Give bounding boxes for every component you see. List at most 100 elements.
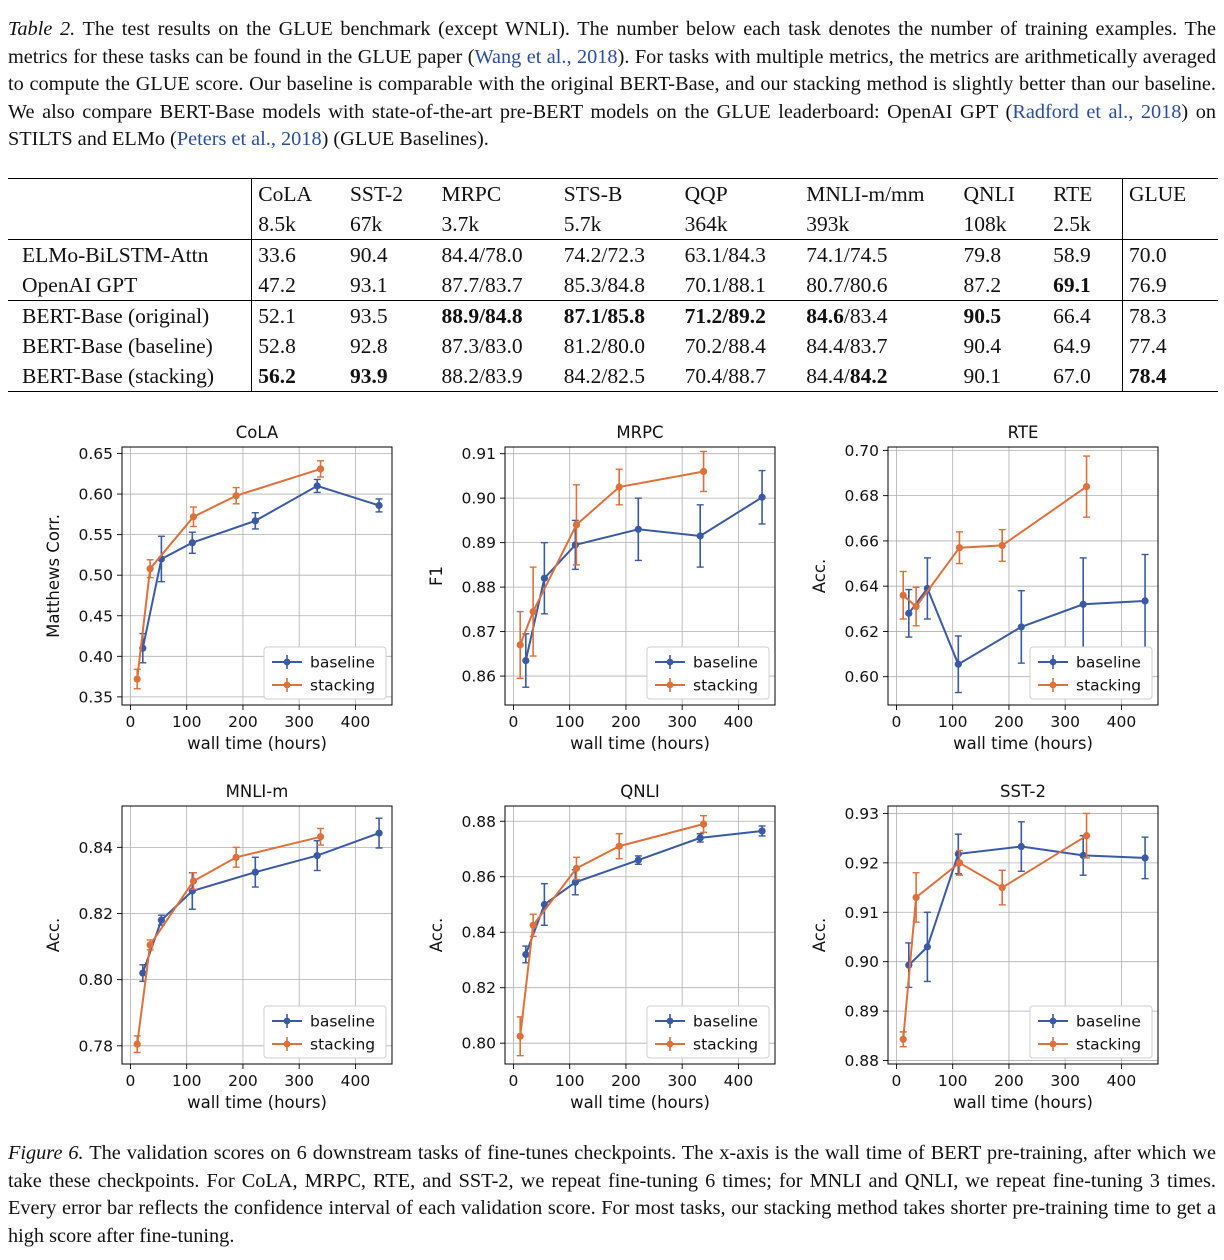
x-tick-label: 0 — [509, 1072, 519, 1090]
column-header: SST-2 — [343, 178, 436, 209]
score-value: 74.2/72.3 — [563, 242, 645, 267]
score-value: 47.2 — [258, 272, 296, 297]
chart-panel-mrpc: 0 100 200 300 400 0.86 0.87 0.88 0.89 0.90 0.91 MRP… — [427, 423, 776, 753]
score-value: 52.8 — [258, 333, 296, 358]
y-axis-label: Acc. — [810, 918, 829, 952]
column-header: GLUE — [1122, 178, 1218, 209]
legend-label: stacking — [693, 1036, 758, 1054]
data-point — [1017, 842, 1025, 851]
score-value: 70.1/88.1 — [684, 272, 766, 297]
chart-title: SST-2 — [1000, 782, 1046, 801]
column-header: MNLI-m/mm — [800, 178, 958, 209]
data-point — [251, 868, 259, 876]
model-name: BERT-Base (baseline) — [8, 331, 253, 361]
x-tick-label: 100 — [172, 713, 202, 731]
score-cell: 66.4 — [1047, 300, 1124, 331]
score-value: 71.2/89.2 — [684, 303, 766, 328]
data-point — [571, 541, 579, 549]
data-point — [232, 492, 240, 500]
column-header: MRPC — [435, 178, 558, 209]
score-value: 84.4/83.7 — [806, 333, 888, 358]
series-line-stacking — [519, 823, 704, 1037]
table-caption: Table 2. The test results on the GLUE be… — [8, 16, 1216, 154]
glue-results-table: CoLA SST-2 MRPC STS-B QQP MNLI-m/mm QNLI RTE GLU… — [8, 178, 1218, 392]
x-tick-label: 0 — [509, 713, 519, 731]
table-row: BERT-Base (stacking) 56.2 93.9 88.2/83.9 84.… — [8, 361, 1218, 392]
y-tick-label: 0.87 — [461, 623, 496, 641]
score-value: 79.8 — [963, 242, 1002, 267]
series-line-baseline — [907, 586, 1146, 666]
legend-marker — [283, 658, 291, 666]
x-tick-label: 100 — [555, 1072, 585, 1090]
data-point — [188, 887, 196, 895]
score-cell: 84.6/83.4 — [800, 300, 958, 331]
data-point — [313, 482, 321, 490]
y-tick-label: 0.82 — [78, 905, 113, 923]
legend-marker — [1049, 681, 1057, 689]
data-point — [1082, 483, 1091, 491]
score-value: 69.1 — [1053, 272, 1091, 297]
model-name: BERT-Base (original) — [8, 300, 253, 331]
caption-text: ) (GLUE Baselines). — [321, 128, 489, 150]
score-cell: 79.8 — [957, 239, 1048, 270]
score-cell: 70.1/88.1 — [679, 270, 801, 301]
y-tick-label: 0.62 — [844, 623, 879, 641]
chart-title: CoLA — [236, 423, 279, 442]
citation-link[interactable]: Radford et al., 2018 — [1012, 100, 1182, 123]
x-tick-label: 200 — [994, 713, 1024, 731]
series-line-baseline — [524, 496, 763, 661]
score-value: 93.9 — [349, 363, 388, 388]
data-point — [615, 842, 623, 850]
score-cell: 88.9/84.8 — [435, 300, 558, 331]
y-axis-label: F1 — [427, 566, 446, 586]
x-tick-label: 400 — [341, 713, 371, 731]
data-point — [954, 850, 962, 858]
score-value: 88.9/84.8 — [441, 303, 523, 328]
y-tick-label: 0.88 — [461, 579, 496, 597]
score-cell: 52.1 — [251, 300, 344, 331]
y-tick-label: 0.80 — [461, 1035, 496, 1053]
series-line-baseline — [141, 484, 380, 649]
x-tick-label: 300 — [667, 1072, 697, 1090]
score-value: 70.0 — [1129, 242, 1167, 267]
score-value: 90.5 — [963, 303, 1002, 328]
plot-frame — [504, 446, 776, 706]
x-tick-label: 400 — [1107, 713, 1137, 731]
score-value: 84.4/ — [806, 363, 850, 388]
score-cell: 88.2/83.9 — [435, 361, 558, 392]
score-cell: 64.9 — [1047, 331, 1124, 361]
score-cell: 84.4/78.0 — [435, 239, 558, 270]
score-value: /83.4 — [843, 303, 888, 328]
score-cell: 76.9 — [1123, 270, 1219, 301]
data-point — [955, 859, 964, 867]
score-value: 87.7/83.7 — [441, 272, 523, 297]
data-point — [139, 969, 147, 977]
citation-link[interactable]: Wang et al., 2018 — [474, 45, 618, 68]
data-point — [998, 541, 1006, 550]
chart-panel-rte: 0 100 200 300 400 0.60 0.62 0.64 0.66 0.68 0.70 RTE… — [810, 423, 1159, 753]
training-size: 67k — [349, 211, 383, 236]
legend-marker — [1049, 1040, 1057, 1048]
score-value: 78.4 — [1129, 363, 1167, 388]
x-axis-label: wall time (hours) — [187, 1093, 327, 1112]
data-point — [905, 609, 913, 617]
chart-title: QNLI — [620, 782, 659, 801]
caption-text: The test results on the GLUE benchmark (… — [8, 18, 1216, 68]
citation-link[interactable]: Peters et al., 2018 — [176, 128, 322, 150]
score-cell: 67.0 — [1047, 361, 1124, 392]
y-tick-label: 0.40 — [78, 648, 113, 666]
x-tick-label: 0 — [892, 1072, 902, 1090]
legend-label: stacking — [310, 677, 375, 695]
score-value: 84.2 — [849, 363, 888, 388]
plot-frame — [887, 805, 1159, 1065]
data-point — [529, 607, 537, 616]
x-tick-label: 200 — [228, 713, 258, 731]
x-axis-label: wall time (hours) — [953, 1093, 1093, 1112]
score-cell: 90.4 — [343, 239, 436, 270]
data-point — [572, 521, 581, 529]
score-value: 52.1 — [258, 303, 296, 328]
score-cell: 93.1 — [344, 270, 435, 301]
data-point — [699, 820, 708, 828]
table-row: OpenAI GPT 47.2 93.1 87.7/83.7 85.3/84.8 70.1… — [8, 270, 1218, 301]
data-point — [1017, 623, 1025, 631]
